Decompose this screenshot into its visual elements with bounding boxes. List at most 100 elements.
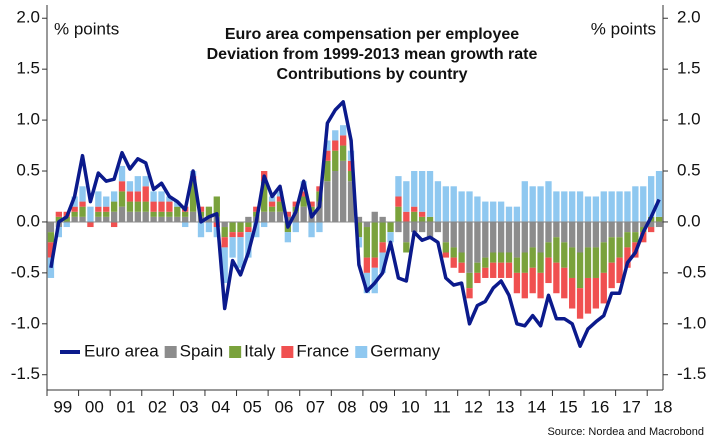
bar — [647, 221, 655, 228]
source: Source: Nordea and Macrobond — [547, 426, 704, 438]
bar — [521, 181, 528, 222]
bar — [189, 181, 197, 212]
bar — [632, 232, 639, 243]
bar — [339, 125, 347, 136]
bar — [576, 252, 584, 289]
bar — [474, 272, 481, 284]
chart-title: Euro area compensation per employee — [225, 26, 519, 43]
bar — [569, 247, 576, 278]
bar — [174, 206, 181, 217]
bar — [497, 262, 505, 278]
bar — [103, 196, 110, 207]
bar — [63, 216, 70, 222]
bar — [569, 191, 576, 222]
bar — [379, 252, 386, 273]
bar — [426, 216, 434, 222]
y2-tick-label: 0.0 — [677, 211, 701, 230]
bar — [640, 186, 647, 222]
bar — [284, 211, 292, 217]
bar — [134, 211, 141, 222]
bar — [110, 211, 118, 222]
bar — [600, 242, 607, 273]
legend-label: France — [296, 341, 349, 360]
bar — [537, 272, 544, 299]
bar — [474, 196, 481, 222]
bar — [513, 206, 521, 222]
bar — [189, 211, 197, 222]
bar — [545, 181, 552, 222]
bar — [442, 252, 449, 258]
bar — [347, 181, 355, 222]
bar — [103, 216, 110, 222]
bar — [150, 211, 157, 217]
bar — [63, 221, 70, 228]
y-tick-label: -1.0 — [11, 313, 40, 332]
bar — [632, 186, 639, 222]
bar — [150, 201, 157, 212]
x-tick-label: 11 — [433, 397, 451, 416]
bar — [411, 171, 418, 207]
bar — [158, 216, 165, 222]
x-tick-label: 14 — [527, 397, 546, 416]
bar — [126, 211, 134, 222]
bar — [332, 150, 339, 172]
bar — [450, 257, 457, 268]
bar — [442, 242, 449, 253]
y-tick-label: 1.5 — [16, 59, 40, 78]
bar — [245, 227, 252, 233]
x-tick-label: 10 — [401, 397, 420, 416]
y-tick-label: -1.5 — [11, 364, 40, 383]
bar — [55, 216, 63, 222]
bar — [545, 242, 552, 258]
bar — [245, 216, 252, 222]
bar — [253, 206, 260, 212]
bar — [142, 211, 149, 222]
bar — [576, 191, 584, 222]
bar — [624, 191, 631, 222]
x-tick-label: 03 — [180, 397, 199, 416]
bar — [205, 216, 213, 222]
bar — [576, 288, 584, 319]
bar — [490, 201, 497, 222]
bar — [182, 216, 189, 222]
bar — [553, 237, 560, 263]
bar — [411, 206, 418, 212]
bar — [371, 211, 378, 222]
bar — [442, 186, 449, 222]
bar — [379, 216, 386, 222]
bar — [47, 221, 55, 233]
bar — [300, 206, 307, 222]
bar — [458, 262, 465, 273]
bar — [600, 272, 607, 304]
bar — [387, 221, 394, 233]
bar — [584, 196, 592, 222]
bar — [545, 257, 552, 284]
bar — [324, 160, 331, 182]
bar — [458, 221, 465, 253]
bar — [158, 191, 165, 202]
bar — [142, 201, 149, 212]
bar — [292, 221, 299, 233]
bar — [229, 237, 236, 258]
bar — [103, 206, 110, 212]
bar — [87, 206, 94, 222]
bar — [158, 201, 165, 212]
bar — [316, 221, 323, 233]
bar — [339, 145, 347, 161]
bar — [150, 216, 157, 222]
bar — [387, 232, 394, 243]
bar — [174, 216, 181, 222]
bar — [403, 221, 410, 243]
y-tick-label: 2.0 — [16, 8, 40, 27]
bar — [276, 201, 284, 212]
bar — [482, 267, 489, 278]
bar — [442, 221, 449, 243]
bar — [608, 262, 615, 289]
bar — [182, 211, 189, 217]
bar — [529, 221, 536, 248]
y-tick-label: 0.5 — [16, 161, 40, 180]
bar — [482, 257, 489, 268]
bar — [411, 221, 418, 233]
legend-label: Germany — [370, 341, 440, 360]
bar — [553, 191, 560, 222]
